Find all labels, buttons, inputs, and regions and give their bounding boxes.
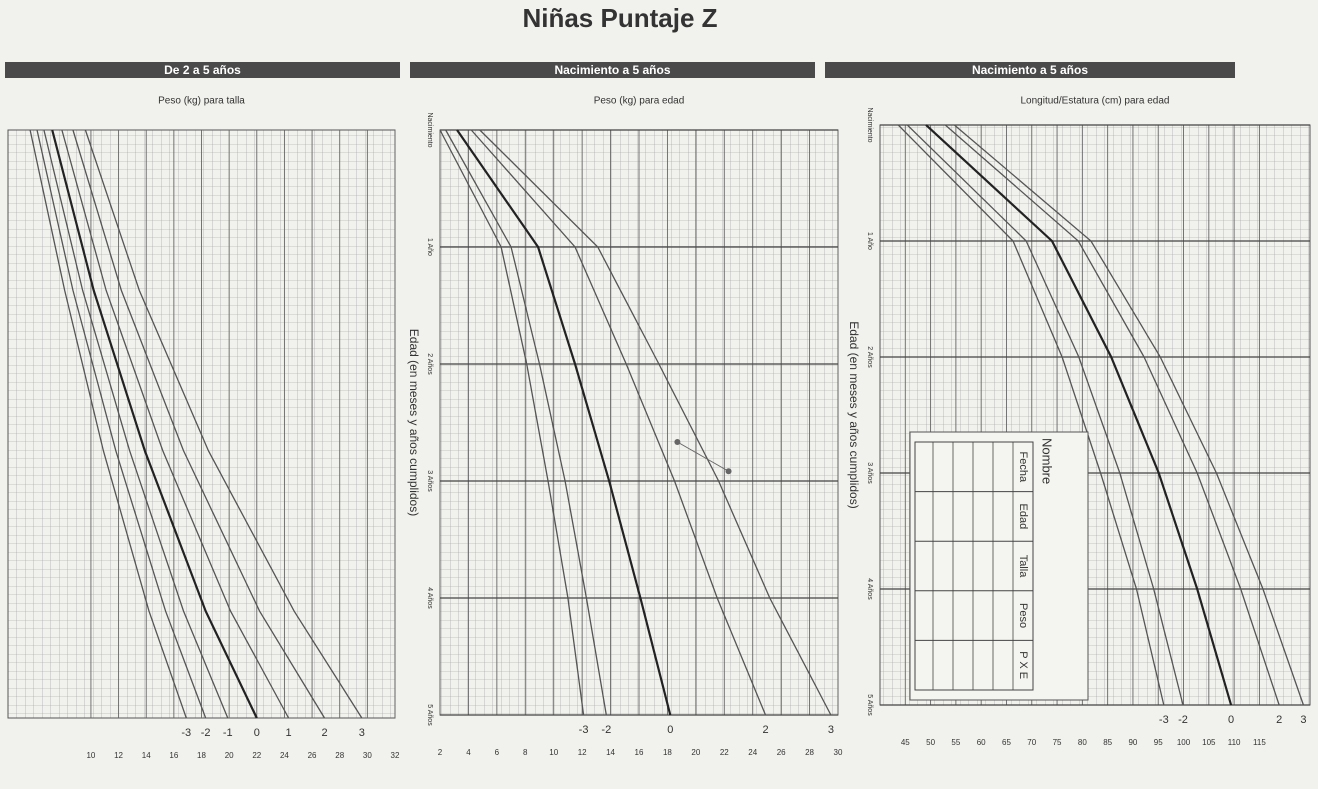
plotted-point — [674, 439, 680, 445]
chart-subtitle: Peso (kg) para edad — [594, 96, 685, 107]
chart-subtitle: Longitud/Estatura (cm) para edad — [1021, 96, 1170, 107]
y-tick-label: 115 — [1253, 738, 1266, 747]
y-tick-label: 45 — [901, 738, 910, 747]
y-tick-label: 30 — [834, 748, 843, 757]
y-axis-label: Edad (en meses y años cumplidos) — [407, 329, 421, 516]
table-header: Edad — [1017, 504, 1029, 530]
y-tick-label: 110 — [1228, 738, 1241, 747]
curve-label: 2 — [321, 727, 327, 739]
record-table: Nombre Fecha Edad Talla Peso P X E — [910, 432, 1088, 700]
curve-label: 3 — [828, 724, 834, 736]
curve-label: 2 — [1276, 714, 1282, 726]
y-tick-label: 26 — [308, 751, 317, 760]
y-tick-label: 22 — [720, 748, 729, 757]
y-tick-label: 12 — [578, 748, 587, 757]
y-tick-label: 12 — [114, 751, 123, 760]
curve-label: -3 — [1159, 714, 1169, 726]
x-tick-label: 5 Años — [426, 704, 433, 726]
table-header: Peso — [1017, 603, 1029, 628]
y-tick-label: 16 — [169, 751, 178, 760]
curve-label: 3 — [1300, 714, 1306, 726]
table-title: Nombre — [1040, 438, 1055, 484]
curve-label: 0 — [254, 727, 260, 739]
y-tick-label: 95 — [1154, 738, 1163, 747]
x-tick-label: 4 Años — [866, 578, 873, 600]
y-tick-label: 24 — [280, 751, 289, 760]
y-tick-label: 18 — [197, 751, 206, 760]
y-tick-label: 55 — [951, 738, 960, 747]
chart-title: Nacimiento a 5 años — [554, 63, 670, 77]
curve-label: 1 — [286, 727, 292, 739]
y-tick-label: 10 — [549, 748, 558, 757]
chart-subtitle: Peso (kg) para talla — [158, 96, 245, 107]
y-tick-label: 16 — [635, 748, 644, 757]
y-tick-label: 18 — [663, 748, 672, 757]
x-tick-label: 2 Años — [426, 353, 433, 375]
curve-label: -3 — [181, 727, 191, 739]
y-tick-label: 24 — [748, 748, 757, 757]
table-frame — [910, 432, 1088, 700]
y-tick-label: 26 — [777, 748, 786, 757]
x-tick-label: 3 Años — [866, 462, 873, 484]
curve-label: -2 — [201, 727, 211, 739]
page: Niñas Puntaje Z De 2 a 5 años Peso (kg) p… — [0, 0, 1318, 789]
y-tick-label: 28 — [805, 748, 814, 757]
curve-label: 0 — [667, 724, 673, 736]
y-tick-label: 10 — [86, 751, 95, 760]
y-tick-label: 20 — [225, 751, 234, 760]
y-tick-label: 6 — [495, 748, 500, 757]
x-tick-label: Nacimiento — [866, 107, 873, 142]
y-tick-label: 4 — [466, 748, 471, 757]
x-tick-label: 4 Años — [426, 587, 433, 609]
y-tick-label: 14 — [606, 748, 615, 757]
y-tick-label: 14 — [142, 751, 151, 760]
curve-label: 3 — [359, 727, 365, 739]
y-tick-label: 30 — [363, 751, 372, 760]
y-tick-label: 80 — [1078, 738, 1087, 747]
curve-label: -1 — [223, 727, 233, 739]
growth-charts: Niñas Puntaje Z De 2 a 5 años Peso (kg) p… — [0, 0, 1318, 789]
chart-title: Nacimiento a 5 años — [972, 63, 1088, 77]
y-tick-label: 105 — [1202, 738, 1216, 747]
curve-label: -2 — [1178, 714, 1188, 726]
table-header: Talla — [1017, 555, 1029, 579]
x-tick-label: 1 Año — [866, 232, 873, 250]
chart-title: De 2 a 5 años — [164, 63, 241, 77]
y-tick-label: 28 — [335, 751, 344, 760]
y-tick-label: 85 — [1103, 738, 1112, 747]
curve-label: -2 — [601, 724, 611, 736]
x-tick-label: 5 Años — [866, 694, 873, 716]
y-tick-label: 8 — [523, 748, 528, 757]
y-tick-label: 50 — [926, 738, 935, 747]
y-tick-label: 60 — [977, 738, 986, 747]
x-tick-label: 3 Años — [426, 470, 433, 492]
table-header: Fecha — [1017, 452, 1029, 483]
page-title: Niñas Puntaje Z — [522, 3, 717, 33]
x-tick-label: 1 Año — [426, 238, 433, 256]
x-tick-label: Nacimiento — [426, 112, 433, 147]
plotted-point — [726, 468, 732, 474]
y-tick-label: 75 — [1053, 738, 1062, 747]
y-tick-label: 100 — [1177, 738, 1191, 747]
curve-label: -3 — [579, 724, 589, 736]
y-tick-label: 32 — [391, 751, 400, 760]
y-tick-label: 65 — [1002, 738, 1011, 747]
curve-label: 2 — [762, 724, 768, 736]
y-tick-label: 70 — [1027, 738, 1036, 747]
x-tick-label: 2 Años — [866, 346, 873, 368]
y-tick-label: 2 — [438, 748, 443, 757]
y-tick-label: 20 — [691, 748, 700, 757]
table-header: P X E — [1017, 651, 1029, 679]
curve-label: 0 — [1228, 714, 1234, 726]
y-axis-label: Edad (en meses y años cumplidos) — [847, 321, 861, 508]
y-tick-label: 22 — [252, 751, 261, 760]
y-tick-label: 90 — [1128, 738, 1137, 747]
